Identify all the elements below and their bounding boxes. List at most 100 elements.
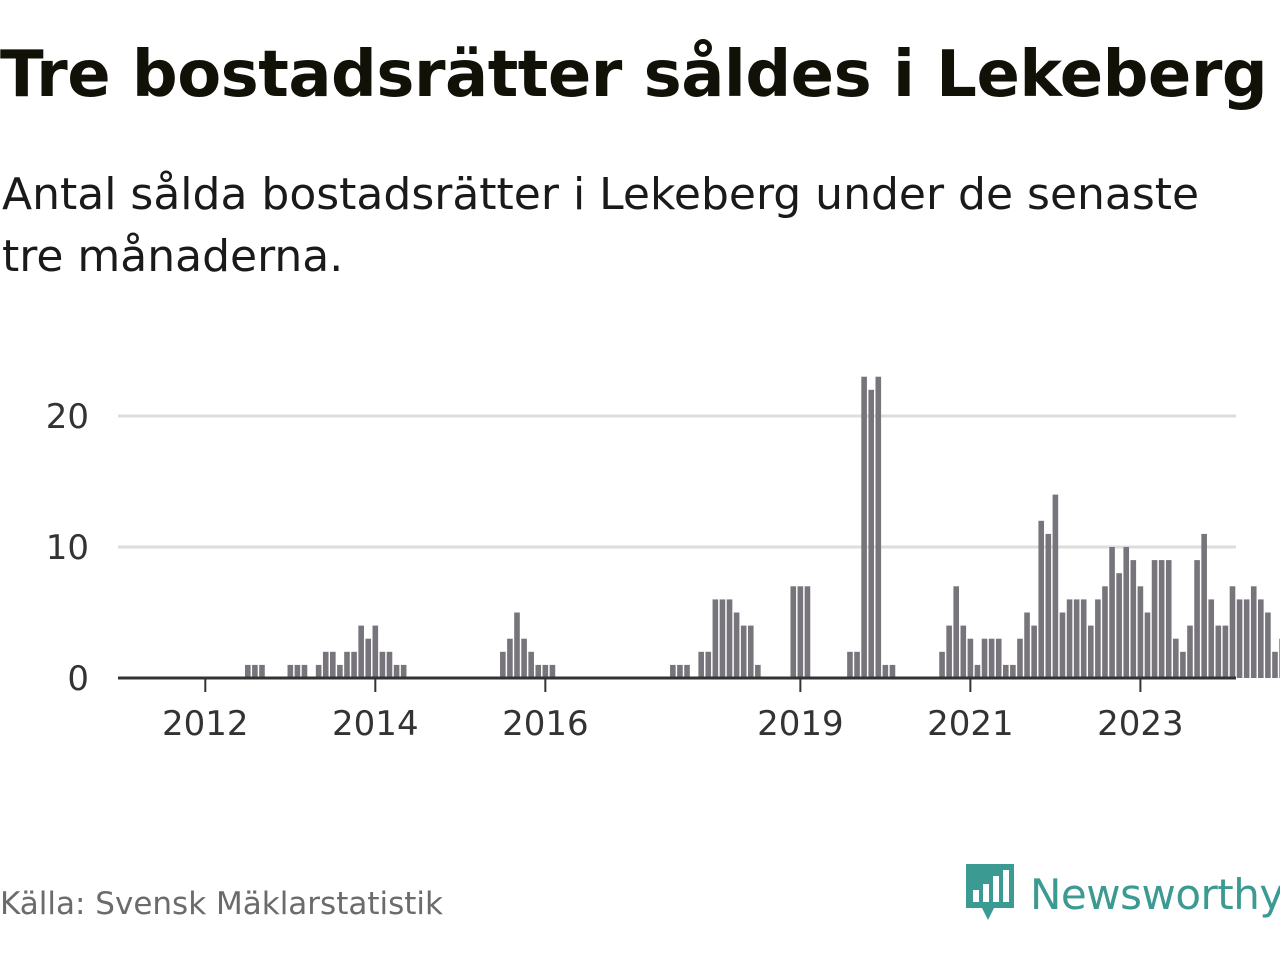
bar: [259, 664, 265, 678]
bar: [1194, 560, 1200, 678]
bar: [1024, 612, 1030, 678]
bar: [1201, 533, 1207, 678]
bar: [889, 664, 896, 678]
bar: [386, 651, 393, 678]
bar: [1137, 586, 1144, 678]
bar: [733, 612, 740, 678]
bar: [1250, 586, 1257, 678]
bar: [287, 664, 294, 678]
bar: [698, 651, 704, 678]
bar: [988, 638, 995, 678]
bar: [1073, 599, 1080, 678]
bars: [245, 376, 1280, 678]
x-tick-label: 2019: [757, 704, 844, 744]
bar: [684, 664, 690, 678]
bar: [1215, 625, 1222, 678]
bar: [521, 638, 527, 678]
bar: [1229, 586, 1236, 678]
y-tick-label: 0: [67, 659, 89, 699]
bar: [854, 651, 860, 678]
bar: [995, 638, 1002, 678]
bar: [344, 651, 350, 678]
bar: [315, 664, 322, 678]
bar: [740, 625, 747, 678]
bar: [322, 651, 329, 678]
bar: [1265, 612, 1271, 678]
bar: [747, 625, 754, 678]
bar: [1180, 651, 1186, 678]
x-tick-label: 2021: [927, 704, 1014, 744]
y-tick-label: 20: [46, 397, 89, 437]
bar: [861, 376, 867, 678]
bar: [1144, 612, 1151, 678]
bar: [301, 664, 308, 678]
bar: [847, 651, 853, 678]
bar: [1173, 638, 1179, 678]
bar: [1010, 664, 1016, 678]
bar: [1187, 625, 1193, 678]
bar: [245, 664, 251, 678]
bar: [351, 651, 357, 678]
x-tick-label: 2014: [332, 704, 419, 744]
bar: [1095, 599, 1101, 678]
x-tick-label: 2016: [502, 704, 589, 744]
bar: [1222, 625, 1229, 678]
bar: [1109, 547, 1115, 678]
bar: [974, 664, 981, 678]
bar: [393, 664, 400, 678]
bar: [755, 664, 761, 678]
bar: [542, 664, 549, 678]
bar: [1130, 560, 1137, 678]
bar: [1088, 625, 1094, 678]
bar: [549, 664, 556, 678]
bar: [400, 664, 407, 678]
bar: [1017, 638, 1023, 678]
bar: [882, 664, 889, 678]
labels: 010202012201420162019202120233: [46, 397, 1184, 744]
chart-title: Tre bostadsrätter såldes i Lekeberg: [0, 38, 1268, 112]
x-tick-label: 2012: [162, 704, 249, 744]
bar: [1031, 625, 1037, 678]
bar: [337, 664, 343, 678]
bar-chart: 010202012201420162019202120233: [46, 376, 1280, 744]
x-tick-label: 2023: [1097, 704, 1184, 744]
bar: [1003, 664, 1009, 678]
bar: [528, 651, 534, 678]
bar: [372, 625, 379, 678]
bar: [875, 376, 882, 678]
bar: [1066, 599, 1073, 678]
gridlines: [118, 414, 1236, 549]
bar: [719, 599, 726, 678]
bar: [1243, 599, 1250, 678]
bar: [967, 638, 974, 678]
bar: [358, 625, 364, 678]
bar: [939, 651, 945, 678]
bar: [1045, 533, 1052, 678]
bar: [1165, 560, 1172, 678]
bar: [1158, 560, 1165, 678]
brand-name: Newsworthy: [1030, 869, 1280, 919]
bar: [365, 638, 372, 678]
bar: [1236, 599, 1243, 678]
bar: [726, 599, 733, 678]
bar: [1151, 560, 1158, 678]
bar: [953, 586, 960, 678]
bar: [868, 389, 874, 678]
bar: [535, 664, 542, 678]
bar: [1116, 573, 1122, 678]
bar: [712, 599, 719, 678]
bar: [1123, 547, 1130, 678]
bar: [960, 625, 967, 678]
bar: [804, 586, 811, 678]
bar-chart-speech-bubble-icon: [966, 864, 1014, 920]
bar: [1258, 599, 1264, 678]
bar: [981, 638, 988, 678]
y-tick-label: 10: [46, 528, 89, 568]
bar: [1038, 520, 1045, 678]
bar: [500, 651, 506, 678]
bar: [790, 586, 797, 678]
source-note: Källa: Svensk Mäklarstatistik: [0, 886, 443, 922]
bar: [294, 664, 301, 678]
bar: [1059, 612, 1066, 678]
bar: [946, 625, 952, 678]
